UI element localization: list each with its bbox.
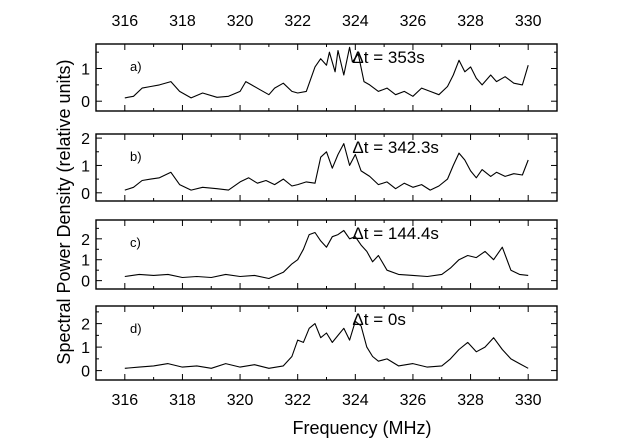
panel-label: b) (130, 149, 142, 164)
delta-t-annotation: Δt = 342.3s (352, 138, 439, 157)
bottom-x-tick-label: 320 (227, 392, 254, 409)
bottom-x-tick-label: 324 (342, 392, 369, 409)
y-tick-label: 2 (81, 232, 90, 249)
spectrum-line (124, 320, 529, 369)
panel-b: 0 1 2 b) Δt = 342.3s (81, 131, 558, 203)
bottom-x-tick-label: 330 (515, 392, 542, 409)
panel-label: a) (130, 59, 142, 74)
top-x-tick-label: 316 (111, 13, 138, 30)
top-x-tick-label: 318 (169, 13, 196, 30)
top-x-tick-label: 320 (227, 13, 254, 30)
y-tick-label: 0 (81, 364, 90, 381)
x-axis-title: Frequency (MHz) (292, 418, 431, 438)
delta-t-annotation: Δt = 144.4s (352, 224, 439, 243)
panel-d: 0 1 2 d) Δt = 0s (81, 305, 558, 381)
bottom-x-tick-label: 326 (400, 392, 427, 409)
top-x-tick-label: 324 (342, 13, 369, 30)
y-tick-label: 0 (81, 94, 90, 111)
y-axis-title: Spectral Power Density (relative units) (54, 59, 74, 364)
bottom-x-tick-label: 328 (457, 392, 484, 409)
bottom-x-tick-label: 322 (284, 392, 311, 409)
y-tick-label: 1 (81, 340, 90, 357)
top-x-tick-label: 330 (515, 13, 542, 30)
panel-label: d) (130, 321, 142, 336)
delta-t-annotation: Δt = 353s (352, 48, 424, 67)
spectrum-line (124, 46, 529, 99)
spectrum-line (124, 143, 529, 191)
y-tick-label: 1 (81, 158, 90, 175)
y-tick-label: 2 (81, 317, 90, 334)
panel-a: 0 1 a) Δt = 353s (81, 43, 558, 112)
bottom-x-tick-label: 316 (111, 392, 138, 409)
bottom-axis-tick-labels: 316 318 320 322 324 326 328 330 (111, 392, 541, 409)
y-tick-label: 0 (81, 274, 90, 291)
spectrum-line (124, 229, 529, 280)
y-tick-label: 2 (81, 131, 90, 148)
panel-c: 0 1 2 c) Δt = 144.4s (81, 219, 558, 291)
bottom-x-tick-label: 318 (169, 392, 196, 409)
y-tick-label: 1 (81, 62, 90, 79)
top-x-tick-label: 322 (284, 13, 311, 30)
top-x-tick-label: 328 (457, 13, 484, 30)
panel-label: c) (130, 235, 141, 250)
panel-frame (95, 133, 558, 202)
top-axis-tick-labels: 316 318 320 322 324 326 328 330 (111, 13, 541, 30)
y-tick-label: 0 (81, 186, 90, 203)
y-tick-label: 1 (81, 253, 90, 270)
panel-frame (95, 305, 558, 381)
delta-t-annotation: Δt = 0s (352, 310, 405, 329)
top-x-tick-label: 326 (400, 13, 427, 30)
